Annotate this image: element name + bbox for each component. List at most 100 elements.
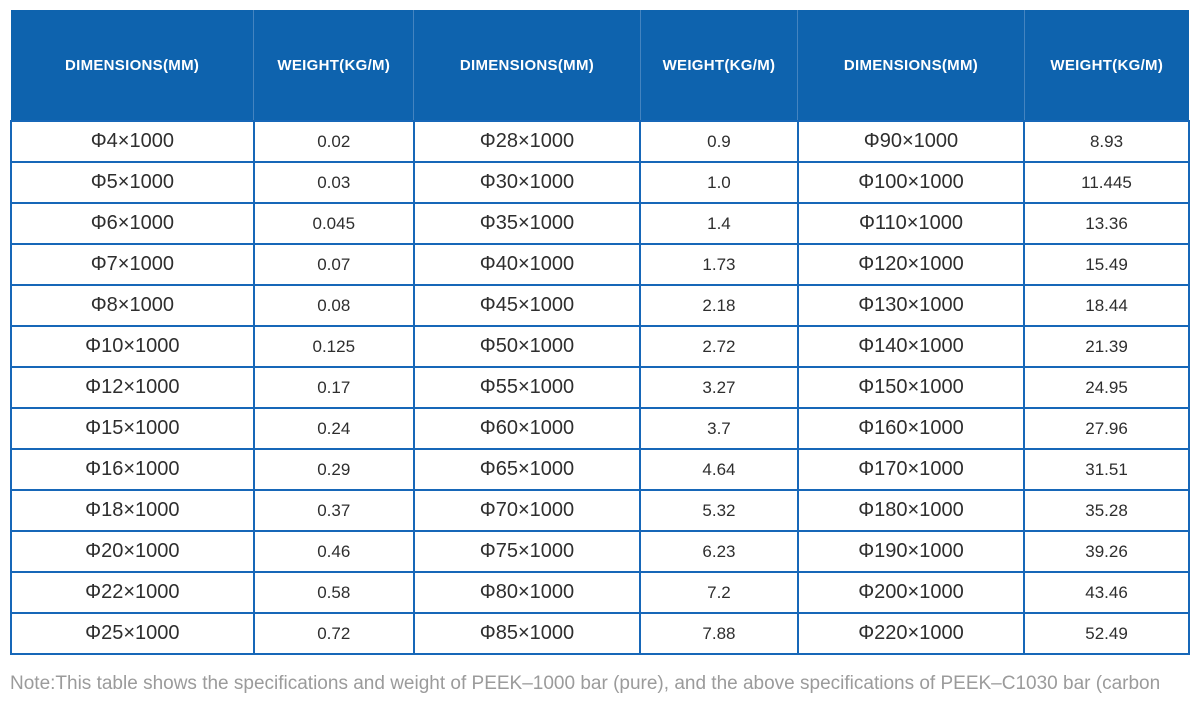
dimension-cell: Φ10×1000 xyxy=(10,325,255,368)
table-row: Φ6×1000 0.045 Φ35×1000 1.4 Φ110×1000 13.36 xyxy=(10,202,1190,245)
weight-cell: 11.445 xyxy=(1023,161,1190,204)
dimension-cell: Φ60×1000 xyxy=(412,407,642,450)
weight-cell: 2.18 xyxy=(639,284,799,327)
column-header-dimensions-1: DIMENSIONS(MM) xyxy=(11,10,254,122)
dimension-cell: Φ70×1000 xyxy=(412,489,642,532)
dimension-cell: Φ15×1000 xyxy=(10,407,255,450)
dimension-cell: Φ80×1000 xyxy=(412,571,642,614)
table-row: Φ15×1000 0.24 Φ60×1000 3.7 Φ160×1000 27.96 xyxy=(10,407,1190,450)
dimension-cell: Φ20×1000 xyxy=(10,530,255,573)
footnote: Note:This table shows the specifications… xyxy=(10,667,1190,704)
dimension-cell: Φ6×1000 xyxy=(10,202,255,245)
weight-cell: 13.36 xyxy=(1023,202,1190,245)
table-row: Φ7×1000 0.07 Φ40×1000 1.73 Φ120×1000 15.49 xyxy=(10,243,1190,286)
dimension-cell: Φ30×1000 xyxy=(412,161,642,204)
weight-cell: 6.23 xyxy=(639,530,799,573)
table-row: Φ22×1000 0.58 Φ80×1000 7.2 Φ200×1000 43.46 xyxy=(10,571,1190,614)
weight-cell: 35.28 xyxy=(1023,489,1190,532)
table-body: Φ4×1000 0.02 Φ28×1000 0.9 Φ90×1000 8.93 Φ5×100… xyxy=(10,120,1190,655)
weight-cell: 1.0 xyxy=(639,161,799,204)
table-row: Φ25×1000 0.72 Φ85×1000 7.88 Φ220×1000 52.49 xyxy=(10,612,1190,655)
dimension-cell: Φ65×1000 xyxy=(412,448,642,491)
weight-cell: 27.96 xyxy=(1023,407,1190,450)
table-row: Φ12×1000 0.17 Φ55×1000 3.27 Φ150×1000 24.95 xyxy=(10,366,1190,409)
table-row: Φ10×1000 0.125 Φ50×1000 2.72 Φ140×1000 21.39 xyxy=(10,325,1190,368)
weight-cell: 0.46 xyxy=(252,530,415,573)
dimension-cell: Φ220×1000 xyxy=(796,612,1026,655)
dimension-cell: Φ16×1000 xyxy=(10,448,255,491)
column-header-weight-3: WEIGHT(KG/M) xyxy=(1023,10,1189,122)
weight-cell: 43.46 xyxy=(1023,571,1190,614)
weight-cell: 52.49 xyxy=(1023,612,1190,655)
dimension-cell: Φ90×1000 xyxy=(796,120,1026,163)
dimension-cell: Φ110×1000 xyxy=(796,202,1026,245)
dimension-cell: Φ7×1000 xyxy=(10,243,255,286)
column-header-dimensions-3: DIMENSIONS(MM) xyxy=(797,10,1025,122)
weight-cell: 0.37 xyxy=(252,489,415,532)
dimension-cell: Φ8×1000 xyxy=(10,284,255,327)
dimension-cell: Φ75×1000 xyxy=(412,530,642,573)
dimension-cell: Φ190×1000 xyxy=(796,530,1026,573)
dimension-cell: Φ100×1000 xyxy=(796,161,1026,204)
weight-cell: 7.2 xyxy=(639,571,799,614)
dimension-cell: Φ170×1000 xyxy=(796,448,1026,491)
dimension-cell: Φ160×1000 xyxy=(796,407,1026,450)
weight-cell: 7.88 xyxy=(639,612,799,655)
weight-cell: 8.93 xyxy=(1023,120,1190,163)
dimension-cell: Φ22×1000 xyxy=(10,571,255,614)
column-header-weight-1: WEIGHT(KG/M) xyxy=(253,10,414,122)
weight-cell: 1.4 xyxy=(639,202,799,245)
dimension-cell: Φ12×1000 xyxy=(10,366,255,409)
table-header-row: DIMENSIONS(MM) WEIGHT(KG/M) DIMENSIONS(M… xyxy=(11,10,1189,122)
dimension-cell: Φ35×1000 xyxy=(412,202,642,245)
column-header-dimensions-2: DIMENSIONS(MM) xyxy=(413,10,641,122)
dimension-cell: Φ150×1000 xyxy=(796,366,1026,409)
table-row: Φ16×1000 0.29 Φ65×1000 4.64 Φ170×1000 31.51 xyxy=(10,448,1190,491)
weight-cell: 0.02 xyxy=(252,120,415,163)
weight-cell: 2.72 xyxy=(639,325,799,368)
weight-cell: 3.27 xyxy=(639,366,799,409)
weight-cell: 0.07 xyxy=(252,243,415,286)
weight-cell: 24.95 xyxy=(1023,366,1190,409)
footnote-line-1: Note:This table shows the specifications… xyxy=(10,673,1161,694)
weight-cell: 18.44 xyxy=(1023,284,1190,327)
peek-bar-spec-table: DIMENSIONS(MM) WEIGHT(KG/M) DIMENSIONS(M… xyxy=(10,10,1190,655)
table-row: Φ8×1000 0.08 Φ45×1000 2.18 Φ130×1000 18.44 xyxy=(10,284,1190,327)
weight-cell: 0.58 xyxy=(252,571,415,614)
table-row: Φ20×1000 0.46 Φ75×1000 6.23 Φ190×1000 39.26 xyxy=(10,530,1190,573)
dimension-cell: Φ40×1000 xyxy=(412,243,642,286)
weight-cell: 0.24 xyxy=(252,407,415,450)
weight-cell: 0.045 xyxy=(252,202,415,245)
weight-cell: 1.73 xyxy=(639,243,799,286)
dimension-cell: Φ140×1000 xyxy=(796,325,1026,368)
weight-cell: 4.64 xyxy=(639,448,799,491)
weight-cell: 15.49 xyxy=(1023,243,1190,286)
dimension-cell: Φ120×1000 xyxy=(796,243,1026,286)
dimension-cell: Φ25×1000 xyxy=(10,612,255,655)
dimension-cell: Φ4×1000 xyxy=(10,120,255,163)
weight-cell: 0.03 xyxy=(252,161,415,204)
table-row: Φ4×1000 0.02 Φ28×1000 0.9 Φ90×1000 8.93 xyxy=(10,120,1190,163)
weight-cell: 0.9 xyxy=(639,120,799,163)
dimension-cell: Φ28×1000 xyxy=(412,120,642,163)
dimension-cell: Φ85×1000 xyxy=(412,612,642,655)
table-row: Φ5×1000 0.03 Φ30×1000 1.0 Φ100×1000 11.445 xyxy=(10,161,1190,204)
dimension-cell: Φ130×1000 xyxy=(796,284,1026,327)
dimension-cell: Φ180×1000 xyxy=(796,489,1026,532)
dimension-cell: Φ200×1000 xyxy=(796,571,1026,614)
column-header-weight-2: WEIGHT(KG/M) xyxy=(639,10,798,122)
weight-cell: 21.39 xyxy=(1023,325,1190,368)
dimension-cell: Φ45×1000 xyxy=(412,284,642,327)
weight-cell: 3.7 xyxy=(639,407,799,450)
weight-cell: 39.26 xyxy=(1023,530,1190,573)
weight-cell: 5.32 xyxy=(639,489,799,532)
weight-cell: 0.29 xyxy=(252,448,415,491)
dimension-cell: Φ5×1000 xyxy=(10,161,255,204)
weight-cell: 0.72 xyxy=(252,612,415,655)
dimension-cell: Φ50×1000 xyxy=(412,325,642,368)
dimension-cell: Φ18×1000 xyxy=(10,489,255,532)
weight-cell: 0.125 xyxy=(252,325,415,368)
dimension-cell: Φ55×1000 xyxy=(412,366,642,409)
weight-cell: 31.51 xyxy=(1023,448,1190,491)
